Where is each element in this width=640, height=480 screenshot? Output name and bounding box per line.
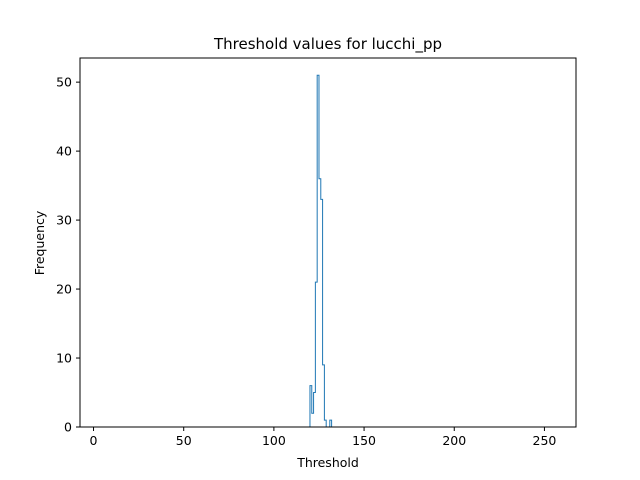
x-tick-label: 200: [442, 433, 466, 448]
x-axis: 0 50 100 150 200 250: [90, 427, 557, 448]
x-tick-label: 250: [533, 433, 557, 448]
y-tick-label: 10: [56, 351, 72, 366]
plot-frame: [79, 57, 577, 428]
histogram-step-line: [93, 74, 554, 428]
x-tick-label: 0: [90, 433, 98, 448]
y-tick-label: 30: [56, 213, 72, 228]
y-tick-label: 0: [64, 420, 72, 435]
plot-marks: [93, 74, 554, 428]
x-tick-label: 100: [262, 433, 286, 448]
y-axis: 0 10 20 30 40 50: [56, 75, 80, 435]
x-axis-label: Threshold: [296, 455, 359, 470]
chart-title: Threshold values for lucchi_pp: [213, 35, 442, 54]
y-tick-label: 20: [56, 282, 72, 297]
x-tick-label: 50: [176, 433, 192, 448]
x-tick-label: 150: [352, 433, 376, 448]
y-axis-label: Frequency: [32, 210, 47, 275]
y-tick-label: 50: [56, 75, 72, 90]
y-tick-label: 40: [56, 144, 72, 159]
